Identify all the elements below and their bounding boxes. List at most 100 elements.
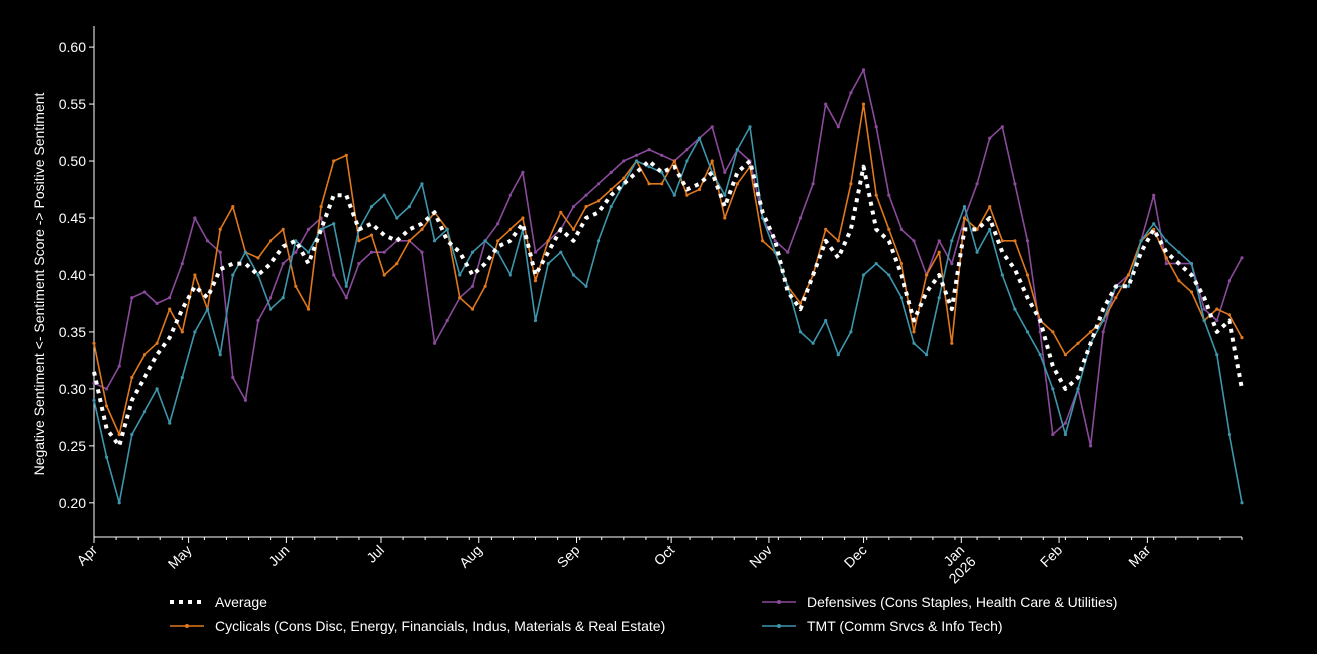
data-point-tmt [1063,432,1067,437]
data-point-tmt [294,239,298,243]
data-point-tmt [937,296,941,300]
data-point-defensives [369,250,374,254]
data-point-cyclicals [105,404,109,408]
data-point-tmt [597,239,601,243]
data-point-tmt [1101,318,1105,323]
y-tick-label: 0.45 [59,210,86,226]
data-point-cyclicals [1177,279,1181,283]
data-point-tmt [1202,318,1206,323]
data-point-tmt [1038,353,1042,357]
data-point-cyclicals [761,239,765,243]
data-point-tmt [912,341,916,345]
data-point-cyclicals [117,432,121,437]
data-point-cyclicals [925,273,929,277]
data-point-defensives [1152,193,1156,197]
data-point-tmt [142,410,147,414]
data-point-defensives [861,68,866,72]
data-point-cyclicals [256,256,260,260]
data-point-cyclicals [407,239,411,243]
data-point-defensives [723,170,727,174]
data-point-cyclicals [1227,313,1231,317]
series-lines [92,68,1244,505]
data-point-cyclicals [710,159,714,163]
legend-label: Cyclicals (Cons Disc, Energy, Financials… [215,618,665,634]
data-point-cyclicals [571,227,576,231]
data-point-cyclicals [92,341,96,345]
data-point-cyclicals [168,307,172,311]
data-point-cyclicals [861,102,866,106]
data-point-defensives [874,125,878,129]
legend-label: TMT (Comm Srvcs & Info Tech) [807,618,1003,634]
data-point-tmt [735,148,740,152]
data-point-cyclicals [975,227,979,231]
data-point-defensives [1063,421,1067,425]
data-point-tmt [1164,239,1168,243]
data-point-defensives [1240,256,1244,260]
data-point-tmt [256,273,260,277]
y-tick-label: 0.50 [59,153,86,169]
data-point-tmt [1215,353,1219,357]
data-point-cyclicals [824,227,828,231]
data-point-tmt [533,318,538,323]
data-point-tmt [218,353,222,357]
data-point-defensives [508,193,512,197]
data-point-defensives [950,262,954,266]
data-point-tmt [546,262,550,266]
data-point-cyclicals [155,341,159,345]
x-tick-label: Jun [265,542,292,569]
data-point-cyclicals [533,279,538,283]
y-tick-label: 0.55 [59,96,86,112]
data-point-defensives [332,273,336,277]
data-point-defensives [836,125,840,129]
data-point-tmt [609,205,613,209]
data-point-defensives [811,182,815,186]
data-point-tmt [306,250,311,254]
data-point-defensives [824,102,828,106]
data-point-tmt [332,222,336,226]
data-point-tmt [117,501,121,505]
data-point-defensives [243,398,247,402]
data-point-tmt [836,353,840,357]
data-point-cyclicals [849,182,853,186]
legend-entry: Average [170,594,267,610]
data-point-defensives [1089,444,1093,448]
data-point-tmt [660,170,664,174]
data-point-defensives [1227,279,1231,283]
data-point-defensives [622,159,626,163]
data-point-cyclicals [382,273,386,277]
data-point-cyclicals [735,182,740,186]
data-point-cyclicals [470,307,475,311]
x-tick-label: Apr [73,542,100,569]
data-point-cyclicals [988,205,992,209]
data-point-defensives [1025,239,1030,243]
data-point-cyclicals [647,182,651,186]
y-tick-label: 0.20 [59,495,86,511]
data-point-tmt [407,205,411,209]
data-point-cyclicals [1089,330,1093,334]
data-point-cyclicals [142,353,147,357]
x-tick-label: Aug [456,542,485,571]
data-point-tmt [382,193,386,197]
data-point-tmt [105,455,109,459]
data-point-cyclicals [697,187,702,192]
data-point-tmt [1126,284,1131,288]
data-point-defensives [294,250,298,254]
data-point-defensives [609,170,613,174]
data-point-defensives [218,250,222,254]
data-point-defensives [533,250,538,254]
data-point-cyclicals [609,187,613,192]
data-point-cyclicals [1051,330,1055,334]
legend-marker [185,624,189,628]
data-point-cyclicals [319,205,323,209]
data-point-defensives [433,341,437,345]
data-point-tmt [849,330,853,334]
data-point-cyclicals [887,227,891,231]
data-point-defensives [710,125,714,129]
data-point-tmt [861,273,866,277]
data-point-cyclicals [508,227,512,231]
data-point-tmt [634,159,639,163]
data-point-cyclicals [622,176,626,180]
data-point-defensives [937,239,941,243]
data-point-cyclicals [369,233,374,237]
data-point-defensives [180,262,184,266]
